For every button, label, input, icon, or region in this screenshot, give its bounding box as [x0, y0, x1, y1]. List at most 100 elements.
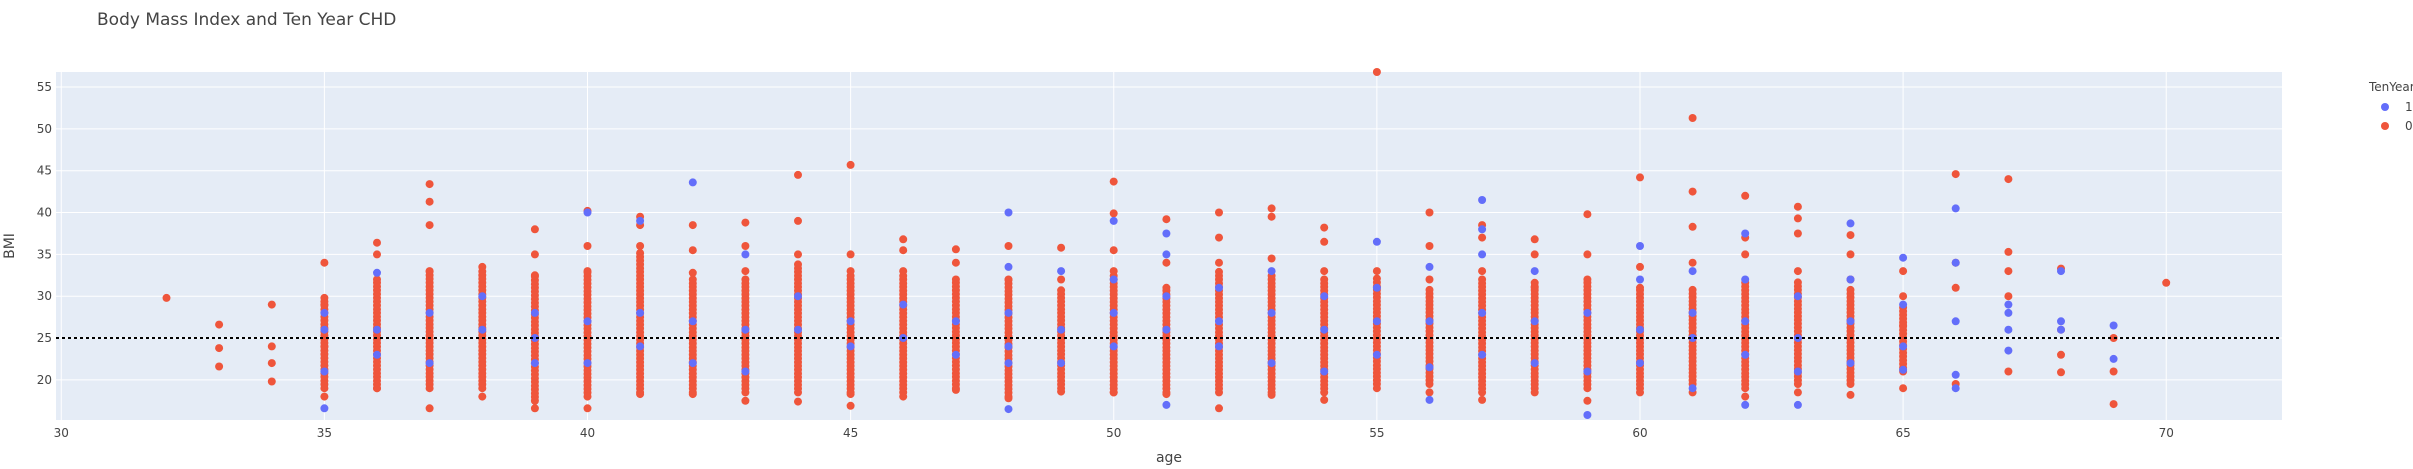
scatter-point-0[interactable] — [478, 392, 487, 401]
scatter-point-0[interactable] — [1899, 321, 1908, 330]
scatter-point-1[interactable] — [320, 325, 329, 334]
scatter-point-0[interactable] — [1372, 384, 1381, 393]
scatter-point-1[interactable] — [1267, 359, 1276, 368]
scatter-point-0[interactable] — [583, 242, 592, 250]
scatter-point-1[interactable] — [1741, 229, 1750, 238]
scatter-point-1[interactable] — [373, 350, 381, 359]
scatter-point-1[interactable] — [794, 292, 802, 301]
scatter-point-0[interactable] — [1688, 258, 1697, 267]
scatter-point-0[interactable] — [1530, 388, 1539, 397]
scatter-point-0[interactable] — [899, 246, 908, 255]
scatter-point-1[interactable] — [478, 292, 487, 301]
scatter-point-1[interactable] — [1899, 365, 1908, 374]
scatter-point-0[interactable] — [1688, 114, 1697, 122]
scatter-point-1[interactable] — [1372, 350, 1381, 359]
scatter-point-1[interactable] — [2109, 354, 2118, 363]
scatter-point-1[interactable] — [1583, 411, 1592, 419]
scatter-point-0[interactable] — [2057, 350, 2065, 359]
scatter-point-0[interactable] — [373, 275, 381, 284]
scatter-point-0[interactable] — [1109, 177, 1118, 186]
scatter-point-1[interactable] — [1320, 292, 1329, 301]
scatter-point-0[interactable] — [1793, 278, 1802, 287]
scatter-point-0[interactable] — [1478, 233, 1487, 242]
scatter-point-0[interactable] — [846, 267, 855, 276]
scatter-point-0[interactable] — [951, 385, 960, 394]
scatter-point-1[interactable] — [1109, 342, 1118, 351]
scatter-point-1[interactable] — [1004, 359, 1013, 368]
scatter-point-0[interactable] — [1372, 267, 1381, 276]
scatter-point-1[interactable] — [1162, 250, 1171, 259]
scatter-point-0[interactable] — [267, 342, 276, 351]
scatter-point-1[interactable] — [1583, 367, 1592, 376]
scatter-point-1[interactable] — [2004, 300, 2013, 309]
scatter-point-1[interactable] — [1372, 283, 1381, 292]
scatter-point-0[interactable] — [1846, 250, 1855, 259]
scatter-point-1[interactable] — [1109, 216, 1118, 225]
scatter-point-1[interactable] — [951, 350, 960, 359]
scatter-point-0[interactable] — [1793, 202, 1802, 211]
scatter-point-1[interactable] — [1004, 342, 1013, 351]
scatter-point-0[interactable] — [1004, 275, 1013, 284]
scatter-point-0[interactable] — [1741, 250, 1750, 259]
scatter-point-0[interactable] — [320, 258, 329, 267]
scatter-point-1[interactable] — [636, 308, 645, 317]
scatter-point-1[interactable] — [1793, 292, 1802, 301]
scatter-point-1[interactable] — [1109, 275, 1118, 284]
scatter-point-0[interactable] — [1741, 191, 1750, 200]
scatter-point-0[interactable] — [2057, 368, 2065, 377]
scatter-point-0[interactable] — [1215, 267, 1223, 276]
scatter-point-1[interactable] — [1478, 350, 1487, 359]
scatter-point-1[interactable] — [1846, 317, 1855, 326]
scatter-point-0[interactable] — [1215, 208, 1223, 217]
scatter-point-0[interactable] — [688, 275, 697, 284]
legend-item-0[interactable]: 0 — [2381, 119, 2413, 133]
scatter-point-0[interactable] — [530, 271, 539, 280]
scatter-point-1[interactable] — [1951, 317, 1960, 326]
scatter-point-1[interactable] — [1636, 359, 1644, 368]
scatter-point-1[interactable] — [373, 325, 381, 334]
scatter-point-1[interactable] — [2004, 308, 2013, 317]
scatter-point-0[interactable] — [215, 320, 224, 329]
scatter-point-0[interactable] — [846, 390, 855, 399]
scatter-point-1[interactable] — [1688, 308, 1697, 317]
scatter-point-0[interactable] — [1899, 292, 1908, 301]
scatter-point-1[interactable] — [1057, 359, 1066, 368]
scatter-point-1[interactable] — [1846, 275, 1855, 284]
scatter-point-0[interactable] — [688, 268, 697, 277]
scatter-point-0[interactable] — [1530, 235, 1539, 244]
scatter-point-0[interactable] — [1425, 242, 1434, 250]
scatter-point-1[interactable] — [1478, 225, 1487, 234]
scatter-point-0[interactable] — [1478, 395, 1487, 404]
scatter-point-1[interactable] — [1636, 275, 1644, 284]
scatter-point-1[interactable] — [1057, 325, 1066, 334]
scatter-point-1[interactable] — [1425, 395, 1434, 404]
scatter-point-1[interactable] — [1741, 317, 1750, 326]
scatter-point-0[interactable] — [1478, 267, 1487, 276]
scatter-point-0[interactable] — [1004, 394, 1013, 403]
scatter-point-0[interactable] — [1741, 392, 1750, 401]
scatter-point-1[interactable] — [1793, 367, 1802, 376]
scatter-point-1[interactable] — [688, 178, 697, 187]
scatter-point-0[interactable] — [267, 359, 276, 368]
scatter-point-0[interactable] — [320, 300, 329, 309]
scatter-point-0[interactable] — [794, 216, 802, 225]
scatter-point-1[interactable] — [373, 268, 381, 277]
scatter-point-1[interactable] — [899, 300, 908, 309]
scatter-point-1[interactable] — [530, 334, 539, 342]
scatter-point-1[interactable] — [1530, 317, 1539, 326]
scatter-point-1[interactable] — [1899, 253, 1908, 262]
scatter-point-0[interactable] — [1425, 275, 1434, 284]
scatter-point-1[interactable] — [1899, 342, 1908, 351]
scatter-point-1[interactable] — [1478, 308, 1487, 317]
scatter-point-0[interactable] — [1267, 212, 1276, 221]
scatter-point-0[interactable] — [741, 267, 750, 276]
scatter-point-0[interactable] — [1057, 387, 1066, 396]
scatter-point-0[interactable] — [2162, 278, 2171, 287]
scatter-point-0[interactable] — [2004, 292, 2013, 301]
scatter-point-0[interactable] — [1320, 275, 1329, 284]
scatter-point-0[interactable] — [899, 392, 908, 401]
scatter-point-1[interactable] — [1057, 267, 1066, 276]
scatter-point-1[interactable] — [1425, 262, 1434, 271]
scatter-point-0[interactable] — [2109, 334, 2118, 342]
scatter-point-0[interactable] — [1688, 285, 1697, 294]
